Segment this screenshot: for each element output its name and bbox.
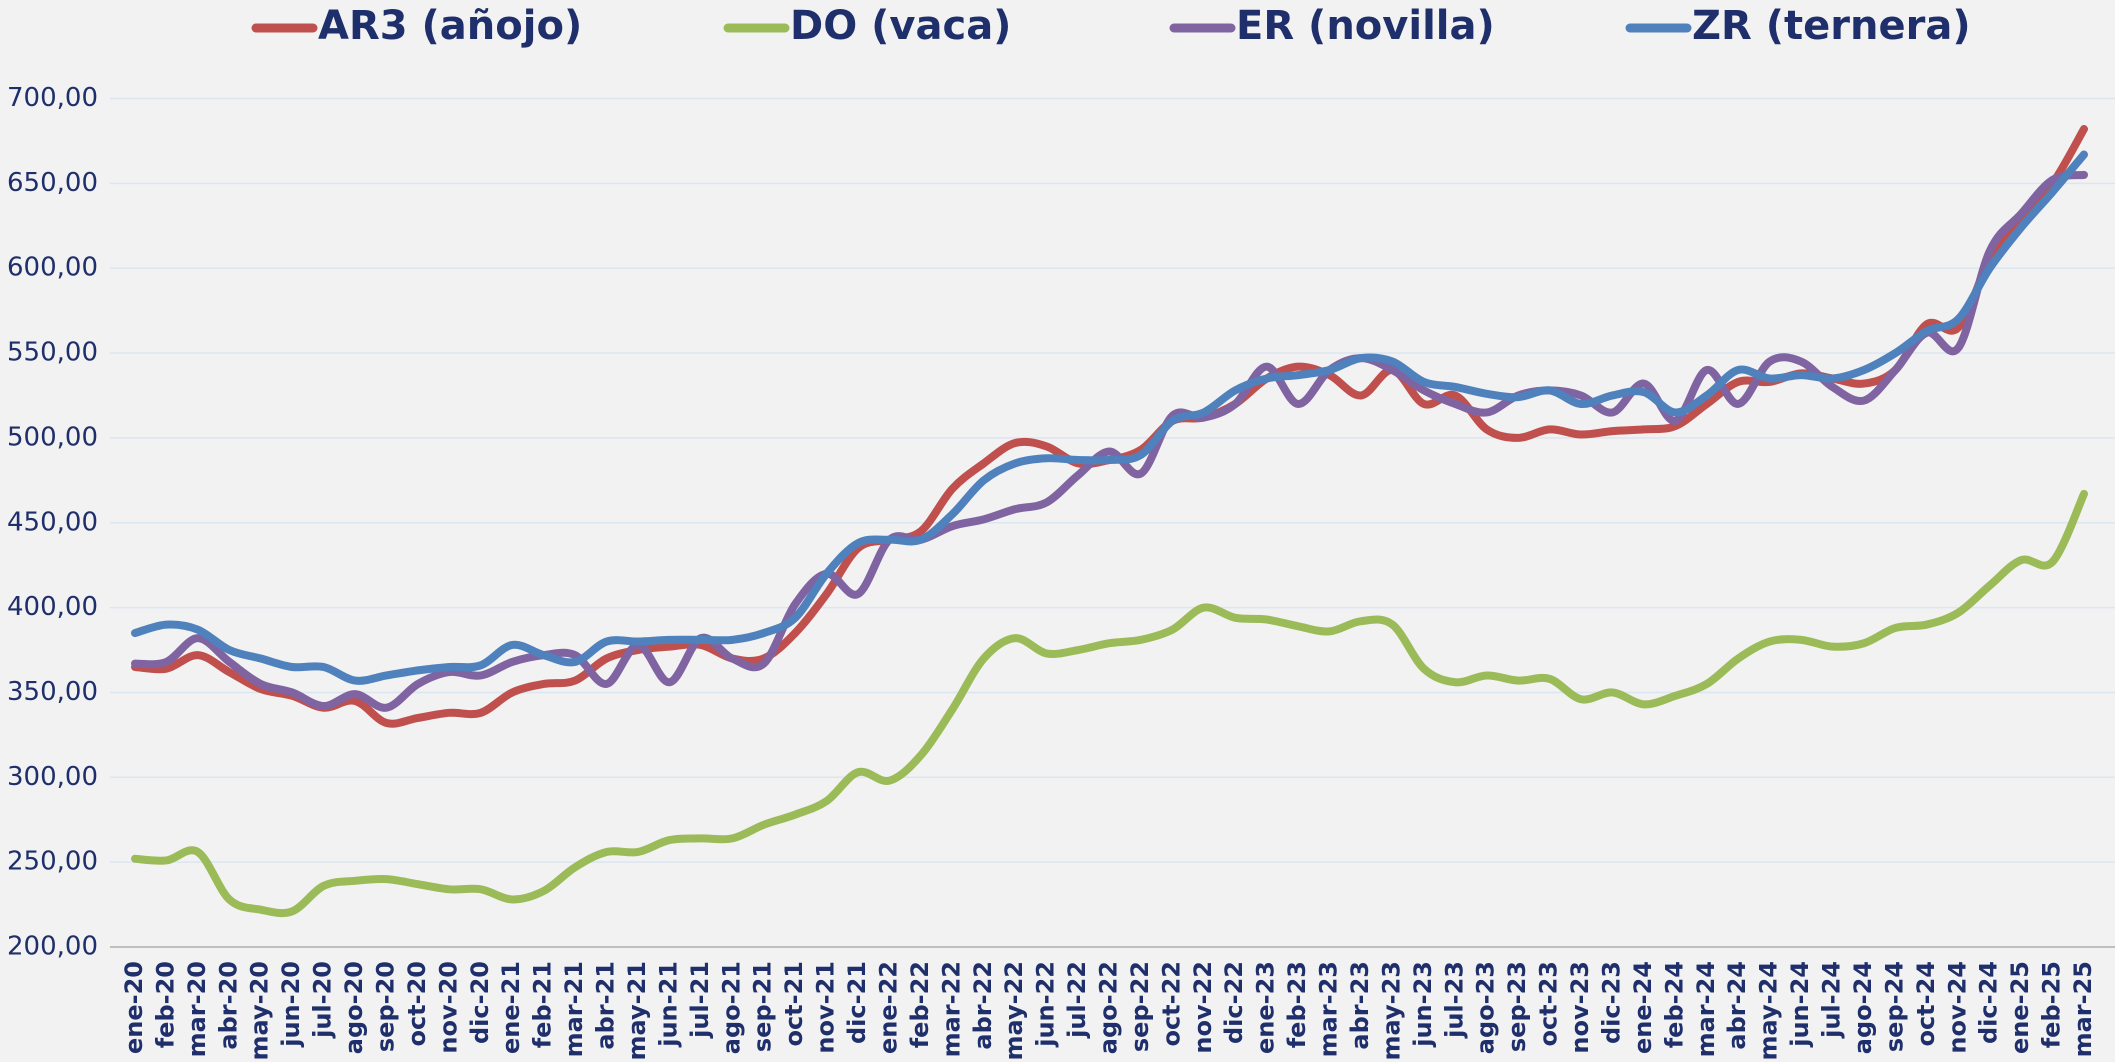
x-tick-label: mar-25 bbox=[2069, 961, 2097, 1057]
x-tick-label: nov-24 bbox=[1943, 961, 1971, 1054]
x-tick-label: feb-24 bbox=[1660, 961, 1688, 1048]
y-tick-label: 500,00 bbox=[7, 422, 98, 452]
y-tick-label: 600,00 bbox=[7, 253, 98, 283]
x-tick-label: feb-22 bbox=[906, 961, 934, 1048]
x-tick-label: abr-23 bbox=[1346, 961, 1374, 1050]
x-tick-label: sep-20 bbox=[371, 961, 399, 1052]
series-line bbox=[131, 489, 2088, 918]
x-tick-label: ene-24 bbox=[1629, 961, 1657, 1054]
x-tick-label: nov-23 bbox=[1566, 961, 1594, 1054]
x-tick-label: jun-22 bbox=[1032, 961, 1060, 1048]
x-tick-label: feb-21 bbox=[529, 961, 557, 1048]
x-tick-label: ago-20 bbox=[340, 961, 368, 1054]
x-tick-label: jun-24 bbox=[1786, 961, 1814, 1048]
x-tick-label: mar-24 bbox=[1692, 961, 1720, 1057]
x-tick-label: sep-23 bbox=[1503, 961, 1531, 1052]
x-tick-label: jun-21 bbox=[654, 961, 682, 1048]
x-tick-label: jul-22 bbox=[1063, 961, 1091, 1039]
x-tick-label: may-24 bbox=[1755, 961, 1783, 1060]
x-tick-label: ene-23 bbox=[1252, 961, 1280, 1054]
y-tick-label: 250,00 bbox=[7, 847, 98, 877]
x-tick-label: ago-22 bbox=[1095, 961, 1123, 1054]
y-tick-label: 350,00 bbox=[7, 677, 98, 707]
x-tick-label: dic-22 bbox=[1220, 961, 1248, 1044]
x-tick-label: oct-22 bbox=[1157, 961, 1185, 1047]
legend-label: DO (vaca) bbox=[790, 3, 1011, 49]
series-line bbox=[131, 150, 2088, 685]
x-tick-label: abr-21 bbox=[592, 961, 620, 1050]
legend-label: ZR (ternera) bbox=[1692, 3, 1971, 49]
x-tick-label: ago-23 bbox=[1472, 961, 1500, 1054]
x-tick-label: oct-21 bbox=[780, 961, 808, 1047]
y-tick-label: 650,00 bbox=[7, 168, 98, 198]
x-tick-label: dic-24 bbox=[1975, 961, 2003, 1044]
x-tick-label: sep-21 bbox=[749, 961, 777, 1052]
x-tick-label: dic-21 bbox=[843, 961, 871, 1044]
x-tick-label: sep-24 bbox=[1880, 961, 1908, 1052]
legend-label: AR3 (añojo) bbox=[318, 3, 582, 49]
x-tick-label: ago-21 bbox=[717, 961, 745, 1054]
x-tick-label: jul-23 bbox=[1440, 961, 1468, 1039]
x-tick-label: jul-21 bbox=[686, 961, 714, 1039]
x-tick-label: feb-20 bbox=[151, 961, 179, 1048]
x-tick-label: ene-21 bbox=[497, 961, 525, 1054]
x-tick-label: oct-20 bbox=[403, 961, 431, 1047]
x-tick-label: may-20 bbox=[246, 961, 274, 1060]
x-tick-label: may-23 bbox=[1377, 961, 1405, 1060]
legend-label: ER (novilla) bbox=[1236, 3, 1495, 49]
x-tick-label: mar-22 bbox=[937, 961, 965, 1057]
x-tick-label: ago-24 bbox=[1849, 961, 1877, 1054]
x-tick-label: abr-22 bbox=[969, 961, 997, 1050]
y-tick-label: 550,00 bbox=[7, 338, 98, 368]
x-tick-label: jul-24 bbox=[1818, 961, 1846, 1039]
x-tick-label: jun-23 bbox=[1409, 961, 1437, 1048]
x-tick-label: sep-22 bbox=[1126, 961, 1154, 1052]
x-tick-label: ene-20 bbox=[120, 961, 148, 1054]
x-tick-label: nov-20 bbox=[434, 961, 462, 1054]
series-line bbox=[131, 170, 2088, 712]
x-tick-label: mar-23 bbox=[1315, 961, 1343, 1057]
y-tick-label: 300,00 bbox=[7, 762, 98, 792]
x-tick-label: may-21 bbox=[623, 961, 651, 1060]
x-tick-label: oct-23 bbox=[1535, 961, 1563, 1047]
y-tick-label: 400,00 bbox=[7, 592, 98, 622]
x-tick-label: nov-22 bbox=[1189, 961, 1217, 1054]
x-tick-label: feb-25 bbox=[2038, 961, 2066, 1048]
x-tick-label: abr-24 bbox=[1723, 961, 1751, 1050]
x-tick-label: ene-22 bbox=[874, 961, 902, 1054]
x-tick-label: may-22 bbox=[1000, 961, 1028, 1060]
series-line bbox=[131, 125, 2088, 728]
x-tick-label: nov-21 bbox=[812, 961, 840, 1054]
x-tick-label: ene-25 bbox=[2006, 961, 2034, 1054]
x-tick-label: dic-23 bbox=[1597, 961, 1625, 1044]
x-tick-label: jul-20 bbox=[309, 961, 337, 1039]
y-tick-label: 700,00 bbox=[7, 83, 98, 113]
x-tick-label: feb-23 bbox=[1283, 961, 1311, 1048]
x-tick-label: dic-20 bbox=[466, 961, 494, 1044]
y-tick-label: 450,00 bbox=[7, 507, 98, 537]
y-tick-label: 200,00 bbox=[7, 932, 98, 962]
x-tick-label: abr-20 bbox=[214, 961, 242, 1050]
x-tick-label: jun-20 bbox=[277, 961, 305, 1048]
x-tick-label: mar-21 bbox=[560, 961, 588, 1057]
x-tick-label: mar-20 bbox=[183, 961, 211, 1057]
x-tick-label: oct-24 bbox=[1912, 961, 1940, 1047]
